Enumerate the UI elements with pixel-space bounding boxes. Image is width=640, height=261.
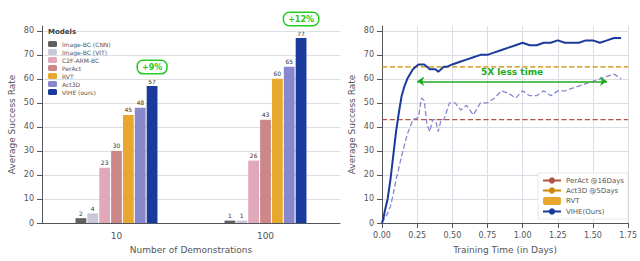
svg-text:1: 1 [228, 212, 232, 219]
svg-text:100: 100 [257, 231, 274, 241]
svg-text:PerAct @16Days: PerAct @16Days [566, 177, 624, 185]
svg-text:70: 70 [364, 50, 374, 59]
svg-text:26: 26 [250, 152, 258, 159]
svg-text:2: 2 [79, 210, 83, 217]
svg-text:0.75: 0.75 [479, 231, 497, 240]
svg-text:80: 80 [364, 26, 374, 35]
svg-text:Act3D @5Days: Act3D @5Days [566, 187, 619, 195]
svg-text:0: 0 [29, 219, 34, 228]
svg-text:4: 4 [91, 205, 95, 212]
svg-text:1.00: 1.00 [514, 231, 532, 240]
svg-text:Models: Models [48, 28, 76, 36]
svg-text:0.50: 0.50 [443, 231, 461, 240]
svg-text:C2F-ARM-BC: C2F-ARM-BC [62, 57, 99, 64]
svg-text:30: 30 [113, 142, 121, 149]
svg-text:40: 40 [24, 122, 34, 131]
svg-text:80: 80 [24, 26, 34, 35]
svg-text:1.50: 1.50 [584, 231, 602, 240]
svg-text:40: 40 [364, 122, 374, 131]
svg-text:+12%: +12% [288, 15, 314, 24]
svg-text:+9%: +9% [142, 63, 162, 72]
svg-text:77: 77 [297, 30, 305, 37]
svg-text:70: 70 [24, 50, 34, 59]
svg-text:1.75: 1.75 [619, 231, 637, 240]
svg-text:0.25: 0.25 [408, 231, 426, 240]
svg-text:0: 0 [369, 219, 374, 228]
svg-text:1: 1 [240, 212, 244, 219]
svg-text:Image-BC (VIT): Image-BC (VIT) [62, 49, 107, 57]
svg-text:30: 30 [24, 146, 34, 155]
svg-text:10: 10 [364, 194, 374, 203]
svg-text:RVT: RVT [62, 73, 74, 80]
svg-text:65: 65 [285, 58, 293, 65]
svg-text:Image-BC (CNN): Image-BC (CNN) [62, 41, 111, 49]
svg-text:43: 43 [262, 111, 270, 118]
svg-text:45: 45 [125, 106, 133, 113]
svg-text:Average Success Rate: Average Success Rate [347, 74, 357, 174]
svg-text:10: 10 [24, 194, 34, 203]
svg-text:Training Time (in Days): Training Time (in Days) [452, 245, 557, 255]
svg-text:VIHE (ours): VIHE (ours) [62, 89, 96, 96]
svg-text:60: 60 [364, 74, 374, 83]
svg-text:57: 57 [148, 78, 156, 85]
svg-text:RVT: RVT [566, 197, 580, 205]
svg-text:PerAct: PerAct [62, 65, 82, 72]
svg-text:48: 48 [136, 99, 144, 106]
svg-text:30: 30 [364, 146, 374, 155]
svg-text:Act3D: Act3D [62, 81, 80, 88]
svg-text:Average Success Rate: Average Success Rate [7, 74, 17, 174]
svg-text:Number of Demonstrations: Number of Demonstrations [130, 245, 253, 255]
svg-text:20: 20 [364, 170, 374, 179]
svg-text:10: 10 [111, 231, 123, 241]
svg-text:1.25: 1.25 [549, 231, 567, 240]
svg-text:60: 60 [24, 74, 34, 83]
svg-text:50: 50 [364, 98, 374, 107]
svg-text:0.00: 0.00 [373, 231, 391, 240]
svg-text:23: 23 [101, 159, 109, 166]
svg-text:VIHE(Ours): VIHE(Ours) [566, 208, 605, 216]
svg-text:60: 60 [274, 70, 282, 77]
svg-text:5X less time: 5X less time [481, 67, 543, 77]
svg-text:50: 50 [24, 98, 34, 107]
svg-text:20: 20 [24, 170, 34, 179]
